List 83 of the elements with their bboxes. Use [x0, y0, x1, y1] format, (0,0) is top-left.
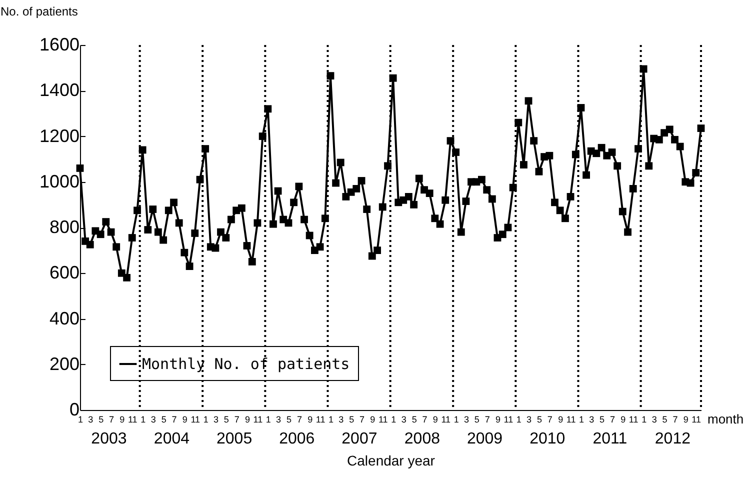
x-tick-label: 9	[308, 414, 313, 424]
x-tick-label: 3	[464, 414, 469, 424]
x-tick-label: 9	[558, 414, 564, 424]
x-tick-label: 1	[454, 414, 459, 424]
x-tick-label: 3	[88, 414, 94, 424]
x-tick-label: 11	[504, 414, 514, 424]
y-tick-label: 0	[69, 400, 80, 420]
x-tick-label: 7	[672, 414, 678, 424]
x-tick-label: 5	[98, 414, 104, 424]
x-tick-label: 9	[244, 414, 250, 424]
y-tick-label: 1000	[39, 171, 80, 192]
x-tick-label: 5	[662, 414, 668, 424]
x2-tick-label: 2006	[279, 430, 315, 448]
x-tick-label: 1	[642, 414, 647, 424]
x-tick-label: 7	[422, 414, 428, 424]
x-tick-label: 1	[328, 414, 334, 424]
x-tick-label: 7	[547, 414, 552, 424]
x2-tick-label: 2003	[91, 430, 127, 448]
x-axis-title: month	[708, 412, 744, 426]
x-tick-label: 3	[338, 414, 344, 424]
x2-tick-label: 2008	[404, 430, 440, 448]
x-tick-label: 11	[316, 414, 326, 424]
x-tick-label: 7	[234, 414, 240, 424]
y-tick-label: 400	[49, 308, 80, 328]
y-tick-label: 600	[49, 262, 80, 283]
x-tick-label: 11	[378, 414, 388, 424]
x-tick-label: 1	[78, 414, 84, 424]
x-tick-label: 7	[109, 414, 114, 424]
x-tick-label: 5	[349, 414, 354, 424]
x2-tick-label: 2005	[216, 430, 252, 448]
x2-tick-label: 2012	[654, 430, 691, 448]
x-tick-label: 5	[600, 414, 605, 424]
x-tick-label: 7	[296, 414, 302, 424]
x-tick-label: 3	[150, 414, 156, 424]
x-tick-label: 1	[203, 414, 208, 424]
x-tick-label: 1	[140, 414, 146, 424]
x-tick-label: 3	[213, 414, 218, 424]
x-tick-label: 11	[692, 414, 702, 424]
x-tick-label: 1	[391, 414, 396, 424]
x-tick-label: 11	[441, 414, 451, 424]
x-tick-label: 5	[536, 414, 542, 424]
x2-tick-label: 2010	[530, 430, 566, 448]
y-tick-label: 200	[49, 354, 80, 374]
x-tick-label: 3	[589, 414, 594, 424]
x-tick-label: 9	[432, 414, 438, 424]
legend-label: Monthly No. of patients	[142, 355, 350, 373]
x-tick-label: 5	[161, 414, 166, 424]
x-tick-label: 3	[401, 414, 406, 424]
x2-tick-label: 2009	[466, 430, 503, 448]
x-tick-label: 5	[286, 414, 292, 424]
x-tick-label: 7	[610, 414, 616, 424]
x2-axis-title: Calendar year	[347, 452, 436, 468]
x-tick-label: 11	[566, 414, 576, 424]
x-tick-label: 9	[370, 414, 376, 424]
x-tick-label: 5	[412, 414, 417, 424]
x-tick-label: 7	[172, 414, 177, 424]
x-tick-label: 5	[474, 414, 480, 424]
x-tick-label: 1	[266, 414, 271, 424]
x-tick-label: 9	[495, 414, 500, 424]
x2-tick-label: 2004	[154, 430, 190, 448]
x-tick-label: 7	[484, 414, 490, 424]
y-tick-label: 1200	[39, 126, 80, 146]
x-tick-label: 3	[526, 414, 532, 424]
x2-tick-label: 2007	[342, 430, 378, 448]
x-tick-label: 5	[224, 414, 229, 424]
x-tick-label: 11	[128, 414, 138, 424]
x-tick-label: 1	[516, 414, 522, 424]
x-tick-label: 7	[360, 414, 365, 424]
x-tick-label: 11	[190, 414, 200, 424]
x-tick-label: 11	[628, 414, 638, 424]
x-tick-label: 1	[578, 414, 584, 424]
x-tick-label: 3	[652, 414, 657, 424]
x-tick-label: 9	[182, 414, 188, 424]
y-tick-label: 1400	[39, 80, 80, 100]
x-tick-label: 9	[620, 414, 626, 424]
x-tick-label: 9	[683, 414, 688, 424]
y-tick-label: 800	[49, 217, 80, 237]
x-tick-label: 9	[120, 414, 125, 424]
y-axis-title: No. of patients	[0, 4, 78, 18]
x-tick-label: 3	[276, 414, 282, 424]
y-tick-label: 1600	[39, 34, 80, 54]
x-tick-label: 11	[253, 414, 263, 424]
x2-tick-label: 2011	[592, 430, 628, 448]
